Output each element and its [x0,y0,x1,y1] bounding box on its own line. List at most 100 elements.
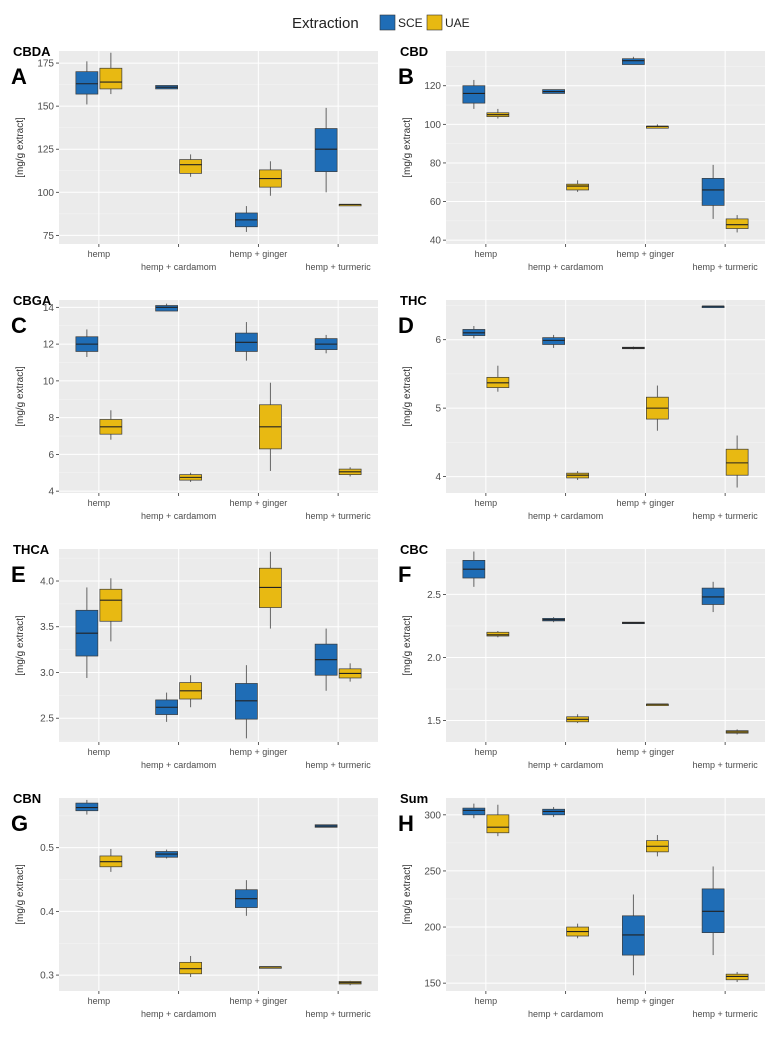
box-uae-3 [646,835,669,857]
box-sce-1 [75,799,99,815]
box-uae-4 [338,980,362,986]
x-tick-label: hemp [475,996,498,1006]
box-uae-1 [486,804,510,837]
x-tick-label: hemp + cardamom [141,1009,216,1019]
box-uae-2 [179,154,202,177]
x-tick-label: hemp [88,249,111,259]
y-tick-label: 6 [435,335,441,346]
plot-background [446,300,765,493]
x-tick-label: hemp + cardamom [528,760,603,770]
box-sce-1 [462,803,486,819]
panel-letter: A [11,64,27,89]
box-sce-4 [701,305,725,309]
box-body [701,178,725,206]
y-tick-label: 200 [424,923,441,934]
legend-label-uae: UAE [445,16,470,30]
box-sce-1 [462,326,486,339]
x-tick-label: hemp + ginger [616,747,674,757]
y-tick-label: 3.0 [40,668,54,679]
y-tick-label: 100 [424,120,441,131]
panel-title: Sum [400,791,428,806]
x-tick-label: hemp + turmeric [692,760,758,770]
box-sce-3 [235,322,258,361]
x-tick-label: hemp + cardamom [141,262,216,272]
y-tick-label: 4 [435,472,441,483]
y-tick-label: 3.5 [40,622,54,633]
box-uae-3 [646,703,669,707]
panel-letter: G [11,811,28,836]
y-tick-label: 4.0 [40,577,54,588]
y-axis-label: [mg/g extract] [402,615,413,676]
x-tick-label: hemp + ginger [229,747,287,757]
box-body [622,915,645,956]
box-uae-4 [725,971,749,983]
box-uae-1 [99,578,123,642]
box-body [566,183,589,191]
box-sce-2 [155,303,178,312]
box-uae-3 [646,124,669,129]
box-uae-1 [486,630,510,638]
chart-panel-c: 4 6 8 10 12 14 hemp hemp + cardamom hemp + ginge… [11,293,378,521]
box-uae-2 [179,675,202,708]
y-tick-label: 0.4 [40,907,54,918]
box-body [179,961,202,975]
panel-title: CBN [13,791,41,806]
x-tick-label: hemp + cardamom [528,262,603,272]
x-tick-label: hemp [475,498,498,508]
y-tick-label: 4 [48,487,54,498]
y-tick-label: 10 [43,376,55,387]
x-tick-label: hemp + ginger [616,249,674,259]
x-tick-label: hemp + turmeric [692,1009,758,1019]
box-uae-2 [179,955,202,977]
box-sce-3 [622,346,645,350]
y-tick-label: 5 [435,404,441,415]
panel-letter: H [398,811,414,836]
y-tick-label: 8 [48,413,54,424]
y-axis-label: [mg/g extract] [402,366,413,427]
y-axis-label: [mg/g extract] [15,117,26,178]
box-sce-3 [235,880,258,916]
box-sce-2 [542,806,565,818]
box-body [75,802,99,812]
box-sce-4 [701,581,725,613]
box-body [701,587,725,605]
box-uae-1 [99,848,123,872]
plot-background [446,549,765,742]
box-sce-1 [75,329,99,357]
x-tick-label: hemp + turmeric [305,760,371,770]
box-uae-3 [259,551,282,629]
box-sce-2 [155,85,178,90]
legend: Extraction SCE UAE [292,14,470,32]
box-sce-3 [622,56,645,65]
x-tick-label: hemp + ginger [229,498,287,508]
box-uae-4 [338,203,362,207]
box-body [542,808,565,816]
y-tick-label: 60 [430,197,442,208]
panel-title: CBDA [13,44,51,59]
y-tick-label: 0.3 [40,971,54,982]
box-uae-3 [259,966,282,969]
y-tick-label: 75 [43,231,55,242]
box-sce-4 [314,334,338,354]
box-body [725,448,749,476]
box-sce-2 [155,692,178,722]
x-tick-label: hemp + ginger [229,996,287,1006]
panel-title: CBGA [13,293,52,308]
x-tick-label: hemp + ginger [616,498,674,508]
panel-letter: C [11,313,27,338]
box-uae-2 [566,714,589,724]
y-tick-label: 2.0 [427,653,441,664]
box-uae-4 [725,729,749,735]
box-sce-1 [75,61,99,105]
box-sce-1 [75,587,99,678]
y-tick-label: 6 [48,450,54,461]
box-sce-4 [701,866,725,956]
x-tick-label: hemp [88,498,111,508]
y-tick-label: 2.5 [40,714,54,725]
chart-panel-e: 2.5 3.0 3.5 4.0 hemp hemp + cardamom hemp + gi… [11,542,378,770]
box-uae-1 [486,108,510,119]
box-sce-4 [314,824,338,828]
y-tick-label: 150 [37,102,54,113]
x-tick-label: hemp [88,747,111,757]
box-body [622,58,645,65]
